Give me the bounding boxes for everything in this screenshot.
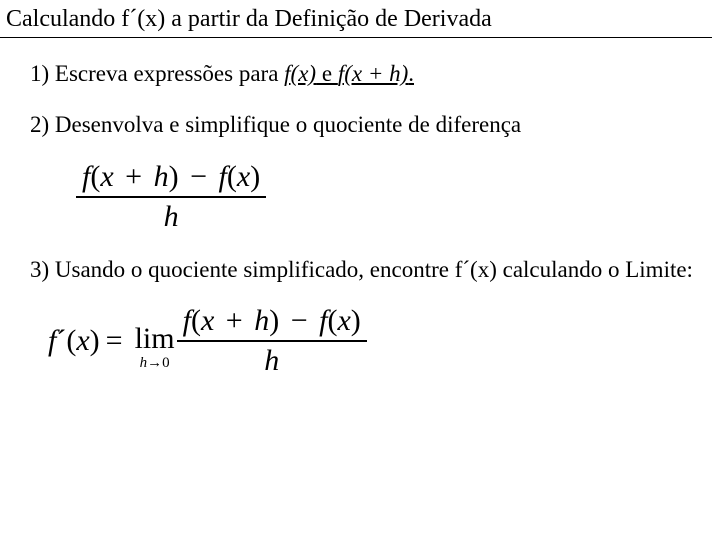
derivative-limit-formula: f´(x) = lim h→0 f(x + h) − f(x) h (48, 304, 720, 378)
sym: x (237, 160, 250, 193)
step-1-prefix: 1) Escreva expressões para (30, 61, 284, 86)
sym: ( (191, 304, 201, 337)
sym: x (201, 304, 214, 337)
sym: + (114, 160, 154, 193)
sym: − (179, 160, 219, 193)
step-1-fxh: f(x + h) (338, 61, 408, 86)
sym: h (254, 304, 269, 337)
sym: − (279, 304, 319, 337)
limit-operator: lim h→0 (135, 324, 175, 371)
sym: + (214, 304, 254, 337)
sym: ) (351, 304, 361, 337)
arrow-icon: → (147, 355, 162, 371)
page-title: Calculando f´(x) a partir da Definição d… (0, 0, 712, 38)
sym: ) (90, 324, 100, 358)
sym: h (154, 160, 169, 193)
step-1-mid: e (316, 61, 338, 86)
fraction-1-numerator: f(x + h) − f(x) (76, 160, 266, 198)
sym: 0 (162, 355, 170, 371)
equals-sign: = (100, 324, 129, 358)
fraction-2-denominator: h (177, 342, 367, 378)
sym: f (183, 304, 191, 337)
sym: ´( (56, 324, 76, 358)
sym: x (100, 160, 113, 193)
sym: ( (227, 160, 237, 193)
sym: ) (269, 304, 279, 337)
difference-quotient-formula: f(x + h) − f(x) h (76, 160, 720, 234)
step-1-fx: f(x) (284, 61, 316, 86)
fraction-2-numerator: f(x + h) − f(x) (177, 304, 367, 342)
lim-word: lim (135, 324, 175, 354)
lhs: f´(x) = (48, 324, 129, 358)
sym: ) (169, 160, 179, 193)
sym: ( (90, 160, 100, 193)
step-2: 2) Desenvolva e simplifique o quociente … (30, 111, 720, 140)
sym: ) (250, 160, 260, 193)
fraction-2: f(x + h) − f(x) h (177, 304, 367, 378)
sym: x (76, 324, 89, 358)
step-1-dot: . (408, 61, 414, 86)
sym: ( (327, 304, 337, 337)
step-1: 1) Escreva expressões para f(x) e f(x + … (30, 60, 720, 89)
sym: x (337, 304, 350, 337)
sym: h (140, 355, 148, 371)
page-content: Calculando f´(x) a partir da Definição d… (0, 0, 720, 378)
fraction-1-denominator: h (76, 198, 266, 234)
lim-subscript: h→0 (140, 356, 170, 371)
sym: f (219, 160, 227, 193)
step-3: 3) Usando o quociente simplificado, enco… (30, 256, 720, 285)
sym: f (48, 324, 56, 358)
fraction-1: f(x + h) − f(x) h (76, 160, 266, 234)
